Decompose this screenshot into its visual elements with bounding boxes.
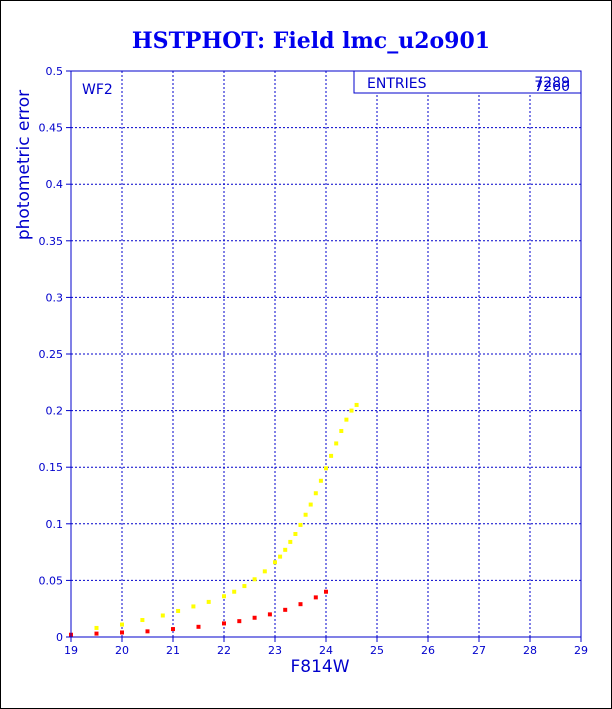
yellow-data-point (288, 539, 293, 544)
yellow-data-point (313, 491, 318, 496)
x-tick-label: 27 (472, 644, 486, 657)
yellow-data-point (242, 584, 247, 589)
x-tick-label: 23 (268, 644, 282, 657)
red-data-point (298, 602, 303, 607)
yellow-data-point (324, 466, 328, 471)
x-tick-label: 22 (217, 644, 231, 657)
red-data-point (222, 621, 226, 626)
data-points (69, 402, 359, 637)
y-tick-label: 0.45 (39, 122, 64, 135)
yellow-data-point (262, 569, 267, 574)
red-data-point (196, 624, 201, 629)
yellow-data-point (344, 417, 349, 422)
y-tick-label: 0.25 (39, 348, 64, 361)
red-data-point (313, 595, 318, 600)
grid-lines (70, 70, 582, 638)
red-data-point (252, 615, 257, 620)
red-data-point (145, 629, 150, 634)
y-tick-label: 0.2 (46, 405, 64, 418)
yellow-data-point (273, 560, 277, 565)
stats-entries-label: ENTRIES (367, 76, 427, 92)
x-tick-label: 20 (115, 644, 129, 657)
yellow-data-point (329, 453, 334, 458)
yellow-data-point (222, 594, 226, 599)
stats-entries-value-1: 7289 (534, 75, 570, 91)
y-tick-label: 0.5 (46, 65, 64, 78)
y-axis-label: photometric error (14, 90, 34, 240)
x-tick-label: 24 (319, 644, 333, 657)
stats-box (353, 70, 582, 94)
red-data-point (267, 612, 272, 617)
yellow-data-point (191, 604, 196, 609)
y-axis-ticks: 0 0.05 0.1 0.15 0.2 0.25 0.3 0.35 0.4 0.45 0.5 (39, 65, 71, 644)
yellow-data-point (120, 622, 124, 627)
y-tick-label: 0.35 (39, 235, 64, 248)
red-data-point (94, 631, 99, 636)
y-tick-label: 0.4 (46, 178, 64, 191)
x-tick-label: 26 (421, 644, 435, 657)
yellow-data-point (354, 402, 359, 407)
yellow-data-point (349, 408, 354, 413)
yellow-data-point (176, 608, 181, 613)
x-tick-label: 25 (370, 644, 384, 657)
y-tick-label: 0.05 (39, 574, 64, 587)
red-data-point (324, 589, 328, 594)
red-data-point (237, 619, 242, 624)
panel-label: WF2 (82, 82, 113, 98)
yellow-data-point (303, 512, 308, 517)
yellow-data-point (298, 522, 303, 527)
yellow-data-point (160, 613, 165, 618)
yellow-data-point (318, 478, 323, 483)
yellow-data-point (232, 589, 237, 594)
yellow-data-point (278, 554, 283, 559)
yellow-data-point (308, 502, 313, 507)
stats-entries-value-2: 7260 (534, 79, 570, 95)
yellow-data-point (283, 547, 288, 552)
yellow-data-point (140, 618, 145, 623)
red-data-point (171, 627, 175, 632)
y-tick-label: 0.15 (39, 461, 64, 474)
yellow-data-point (334, 441, 339, 446)
x-axis-label: F814W (290, 657, 349, 677)
red-data-point (120, 630, 124, 635)
y-tick-label: 0 (56, 631, 63, 644)
x-tick-label: 21 (166, 644, 180, 657)
yellow-data-point (252, 577, 257, 582)
yellow-data-point (339, 428, 344, 433)
chart-title: HSTPHOT: Field lmc_u2o901 (132, 28, 490, 54)
y-tick-label: 0.3 (46, 291, 64, 304)
x-tick-label: 19 (64, 644, 78, 657)
x-axis-ticks: 19 20 21 22 23 24 25 26 27 28 29 (64, 637, 588, 657)
x-tick-label: 29 (574, 644, 588, 657)
x-tick-label: 28 (523, 644, 537, 657)
y-tick-label: 0.1 (46, 518, 64, 531)
yellow-data-point (293, 531, 298, 536)
yellow-data-point (94, 625, 99, 630)
red-data-point (283, 607, 288, 612)
yellow-data-point (206, 599, 211, 604)
